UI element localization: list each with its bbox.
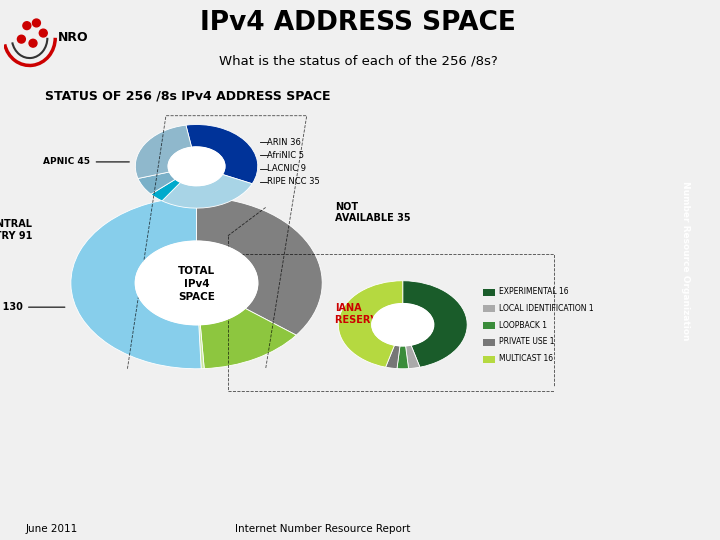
Text: ARIN 36: ARIN 36 — [267, 138, 301, 147]
Wedge shape — [397, 346, 408, 369]
Circle shape — [372, 303, 433, 346]
Text: June 2011: June 2011 — [26, 524, 78, 534]
Bar — [483, 339, 495, 346]
Wedge shape — [402, 281, 467, 367]
Wedge shape — [386, 345, 400, 369]
Bar — [483, 322, 495, 329]
Text: RIPE NCC 35: RIPE NCC 35 — [267, 177, 320, 186]
Text: SPACE: SPACE — [178, 292, 215, 302]
Text: IANA
RESERVED: IANA RESERVED — [335, 303, 396, 325]
Bar — [483, 355, 495, 362]
Wedge shape — [197, 197, 322, 335]
Text: AfriNIC 5: AfriNIC 5 — [267, 151, 305, 160]
Wedge shape — [135, 125, 192, 179]
Bar — [483, 306, 495, 313]
Wedge shape — [151, 179, 181, 201]
Text: IPv4 ADDRESS SPACE: IPv4 ADDRESS SPACE — [200, 10, 516, 37]
Wedge shape — [186, 125, 258, 184]
Text: CENTRAL
REGISTRY 91: CENTRAL REGISTRY 91 — [0, 219, 32, 241]
Circle shape — [40, 29, 48, 37]
Circle shape — [135, 241, 258, 325]
Bar — [483, 289, 495, 296]
Circle shape — [168, 147, 225, 186]
Text: What is the status of each of the 256 /8s?: What is the status of each of the 256 /8… — [219, 55, 498, 68]
Wedge shape — [405, 345, 420, 369]
Circle shape — [17, 35, 25, 43]
Circle shape — [29, 39, 37, 47]
Text: PRIVATE USE 1: PRIVATE USE 1 — [500, 338, 555, 347]
Text: TOTAL: TOTAL — [178, 266, 215, 275]
Text: IPv4: IPv4 — [184, 279, 210, 289]
Wedge shape — [200, 308, 296, 369]
Wedge shape — [162, 174, 252, 208]
Text: Number Resource Organization: Number Resource Organization — [681, 181, 690, 340]
Text: RIRs 130: RIRs 130 — [0, 302, 22, 312]
Text: EXPERIMENTAL 16: EXPERIMENTAL 16 — [500, 287, 569, 296]
Text: APNIC 45: APNIC 45 — [43, 158, 90, 166]
Text: NRO: NRO — [58, 31, 89, 44]
Circle shape — [32, 19, 40, 27]
Text: LACNIC 9: LACNIC 9 — [267, 164, 307, 173]
Circle shape — [23, 22, 31, 30]
Text: LOCAL IDENTIFICATION 1: LOCAL IDENTIFICATION 1 — [500, 304, 594, 313]
Wedge shape — [71, 197, 201, 369]
Wedge shape — [338, 281, 402, 367]
Text: Internet Number Resource Report: Internet Number Resource Report — [235, 524, 410, 534]
Text: STATUS OF 256 /8s IPv4 ADDRESS SPACE: STATUS OF 256 /8s IPv4 ADDRESS SPACE — [45, 89, 330, 102]
Wedge shape — [138, 172, 176, 194]
Wedge shape — [199, 325, 204, 369]
Text: 0: 0 — [396, 315, 403, 326]
Text: LOOPBACK 1: LOOPBACK 1 — [500, 321, 547, 330]
Text: MULTICAST 16: MULTICAST 16 — [500, 354, 554, 363]
Text: NOT
AVAILABLE 35: NOT AVAILABLE 35 — [335, 202, 410, 224]
